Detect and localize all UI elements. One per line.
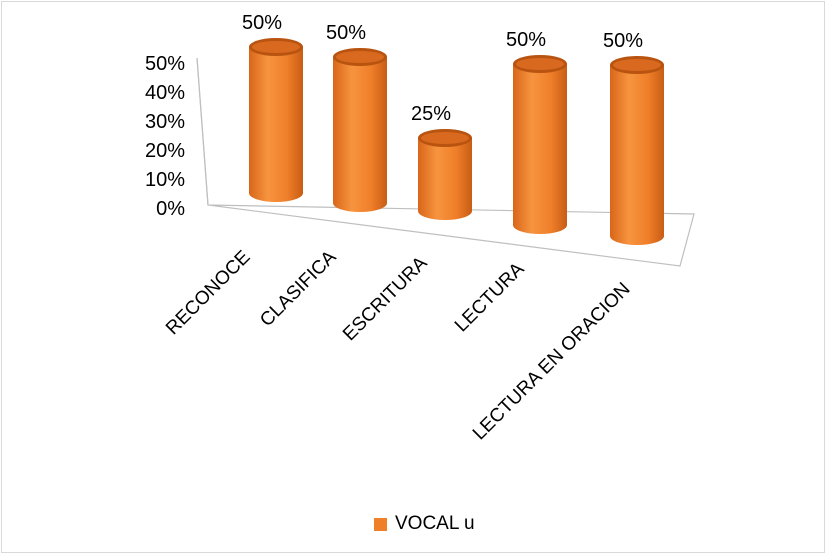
data-labels: 50% 50% 25% 50% 50% bbox=[242, 12, 643, 125]
y-axis-ticks: 0% 10% 20% 30% 40% 50% bbox=[145, 53, 185, 220]
data-label: 50% bbox=[603, 30, 643, 52]
legend-label: VOCAL u bbox=[395, 513, 475, 534]
y-tick-label: 30% bbox=[145, 111, 185, 133]
y-tick-label: 20% bbox=[145, 140, 185, 162]
data-label: 50% bbox=[326, 22, 366, 44]
bar-body bbox=[610, 65, 664, 245]
bar-body bbox=[513, 64, 567, 234]
bar-body bbox=[418, 138, 472, 220]
bar-top-inner bbox=[336, 51, 384, 63]
y-tick-label: 50% bbox=[145, 53, 185, 75]
back-wall-edge bbox=[196, 57, 209, 206]
legend: VOCAL u bbox=[374, 512, 475, 536]
data-label: 50% bbox=[242, 12, 282, 34]
bar-lectura-en-oracion bbox=[610, 56, 664, 245]
legend-swatch bbox=[374, 517, 387, 531]
data-label: 25% bbox=[411, 103, 451, 125]
chart-floor bbox=[196, 57, 695, 267]
y-tick-label: 0% bbox=[156, 198, 185, 220]
category-label: RECONOCE bbox=[162, 247, 254, 339]
bar-body bbox=[249, 47, 303, 202]
bar-series bbox=[249, 38, 664, 245]
bar-top-inner bbox=[516, 58, 564, 70]
bar-top-inner bbox=[421, 132, 469, 144]
category-label: CLASIFICA bbox=[256, 246, 341, 331]
bar-lectura bbox=[513, 55, 567, 234]
bar-reconoce bbox=[249, 38, 303, 202]
category-label: ESCRITURA bbox=[339, 252, 432, 345]
data-label: 50% bbox=[506, 29, 546, 51]
bar-clasifica bbox=[333, 48, 387, 212]
bar-body bbox=[333, 57, 387, 212]
category-label: LECTURA bbox=[451, 258, 529, 336]
bar-top-inner bbox=[613, 59, 661, 71]
bar-escritura bbox=[418, 129, 472, 220]
y-tick-label: 10% bbox=[145, 169, 185, 191]
bar-top-inner bbox=[252, 41, 300, 53]
y-tick-label: 40% bbox=[145, 82, 185, 104]
